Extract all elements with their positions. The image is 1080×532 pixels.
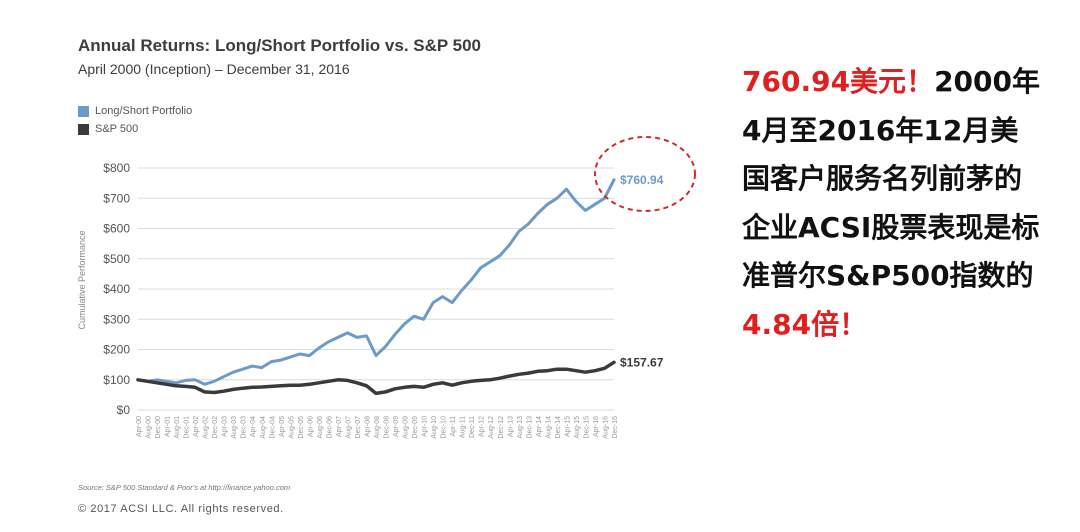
legend-swatch-portfolio: [78, 105, 89, 117]
grid-layer: [138, 167, 614, 411]
y-tick-label: $800: [103, 161, 130, 175]
side-text: 760.94美元！2000年4月至2016年12月美国客户服务名列前茅的企业AC…: [742, 58, 1042, 350]
end-label-portfolio: $760.94: [620, 173, 664, 187]
x-tick-label: Aug-11: [460, 416, 467, 438]
legend: Long/Short Portfolio S&P 500: [78, 102, 192, 138]
y-tick-label: $300: [103, 312, 130, 326]
x-tick-label: Aug-06: [317, 416, 324, 439]
x-tick-label: Aug-01: [174, 416, 181, 439]
legend-label-portfolio: Long/Short Portfolio: [95, 105, 193, 117]
source-note: Source: S&P 500 Standard & Poor's at htt…: [78, 483, 291, 492]
x-tick-label: Dec-03: [241, 416, 248, 439]
y-tick-label: $700: [103, 191, 130, 205]
x-tick-label: Apr-01: [165, 416, 172, 437]
x-tick-label: Aug-02: [203, 416, 210, 439]
x-tick-label: Apr-05: [279, 416, 286, 437]
x-tick-label: Aug-04: [260, 416, 267, 439]
x-tick-label: Dec-00: [155, 416, 162, 439]
x-tick-label: Aug-08: [374, 416, 381, 439]
y-tick-label: $600: [103, 222, 130, 236]
legend-item-portfolio: Long/Short Portfolio: [78, 102, 192, 120]
y-tick-label: $400: [103, 282, 130, 296]
x-tick-label: Apr-11: [450, 416, 457, 437]
x-tick-label: Dec-07: [355, 416, 362, 439]
series-line-sp500: [136, 360, 616, 396]
y-tick-labels: $0 $100 $200 $300 $400 $500 $600 $700 $800: [103, 161, 130, 417]
x-tick-label: Aug-13: [517, 416, 524, 439]
x-tick-label: Dec-09: [412, 416, 419, 439]
chart-title: Annual Returns: Long/Short Portfolio vs.…: [78, 36, 482, 55]
x-tick-label: Aug-10: [431, 416, 438, 439]
x-tick-label: Dec-02: [212, 416, 219, 439]
x-tick-label: Dec-13: [526, 416, 533, 439]
series-layer: [136, 178, 616, 396]
highlight-circle: [594, 136, 696, 212]
y-tick-label: $0: [117, 403, 131, 417]
x-tick-label: Dec-08: [384, 416, 391, 439]
x-tick-label: Apr-06: [307, 416, 314, 437]
x-tick-label: Dec-05: [298, 416, 305, 439]
x-tick-label: Dec-14: [555, 416, 562, 439]
performance-chart: $0 $100 $200 $300 $400 $500 $600 $700 $800 Apr-0…: [77, 136, 696, 439]
x-tick-label: Aug-16: [602, 416, 609, 439]
x-tick-label: Dec-01: [184, 416, 191, 439]
x-tick-label: Apr-12: [479, 416, 486, 437]
x-tick-label: Apr-02: [193, 416, 200, 437]
x-tick-label: Apr-00: [136, 416, 143, 437]
legend-label-sp500: S&P 500: [95, 123, 139, 135]
x-tick-label: Apr-10: [422, 416, 429, 437]
legend-item-sp500: S&P 500: [78, 120, 192, 138]
y-tick-label: $200: [103, 343, 130, 357]
side-text-body: 2000年4月至2016年12月美国客户服务名列前茅的企业ACSI股票表现是标准…: [742, 65, 1040, 293]
x-tick-label: Apr-15: [564, 416, 571, 437]
x-tick-label: Apr-09: [393, 416, 400, 437]
x-tick-label: Aug-09: [403, 416, 410, 439]
x-tick-label: Apr-16: [593, 416, 600, 437]
chart-subtitle: April 2000 (Inception) – December 31, 20…: [78, 61, 350, 77]
x-tick-label: Dec-12: [498, 416, 505, 439]
x-tick-label: Aug-00: [146, 416, 153, 439]
y-tick-label: $500: [103, 252, 130, 266]
x-tick-label: Apr-03: [222, 416, 229, 437]
x-tick-label: Dec-15: [583, 416, 590, 439]
x-tick-label: Aug-07: [345, 416, 352, 439]
x-tick-label: Aug-05: [288, 416, 295, 439]
x-tick-label: Apr-08: [364, 416, 371, 437]
x-tick-label: Dec-04: [269, 416, 276, 439]
series-line-portfolio: [136, 178, 616, 386]
x-tick-label: Apr-13: [507, 416, 514, 437]
x-tick-label: Aug-15: [574, 416, 581, 439]
end-label-sp500: $157.67: [620, 355, 664, 369]
x-tick-label: Apr-04: [250, 416, 257, 437]
x-tick-label: Apr-07: [336, 416, 343, 437]
highlight-multiple: 4.84倍！: [742, 307, 868, 341]
x-tick-labels: Apr-00 Aug-00 Dec-00 Apr-01 Aug-01 Dec-01 Apr-…: [136, 416, 619, 439]
x-tick-label: Dec-10: [441, 416, 448, 439]
y-axis-title: Cumulative Performance: [77, 230, 87, 329]
y-tick-label: $100: [103, 373, 130, 387]
copyright: © 2017 ACSI LLC. All rights reserved.: [78, 503, 284, 515]
x-tick-label: Dec-11: [469, 416, 476, 438]
x-tick-label: Dec-06: [326, 416, 333, 439]
x-tick-label: Aug-03: [231, 416, 238, 439]
x-tick-label: Dec-16: [612, 416, 619, 439]
highlight-amount: 760.94美元！: [742, 65, 935, 98]
x-tick-label: Aug-14: [545, 416, 552, 439]
legend-swatch-sp500: [78, 123, 89, 135]
end-label-layer: $760.94 $157.67: [620, 173, 664, 369]
x-tick-label: Aug-12: [488, 416, 495, 439]
x-tick-label: Apr-14: [536, 416, 543, 437]
